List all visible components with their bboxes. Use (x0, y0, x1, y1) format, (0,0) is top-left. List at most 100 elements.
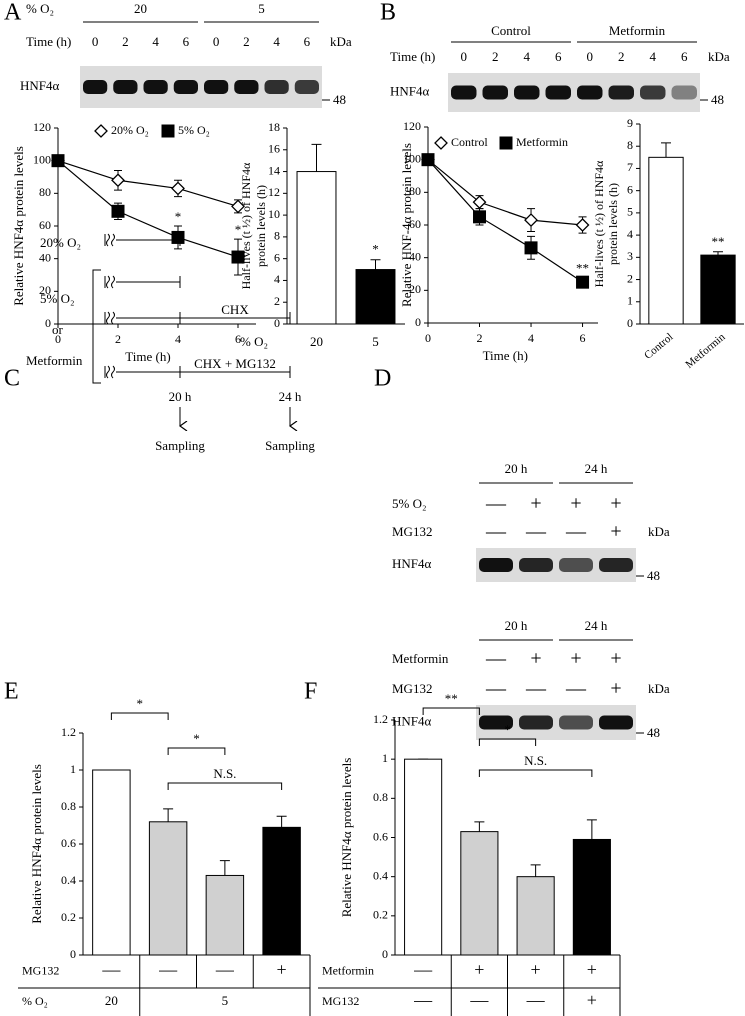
legend-marker (94, 124, 108, 138)
y-tick-label: 4 (627, 227, 633, 241)
bracket-label: * (504, 722, 511, 737)
x-tick-label: 0 (55, 332, 61, 346)
treatment-sign: + (610, 521, 621, 543)
y-tick-label: 100 (403, 151, 421, 165)
bar (296, 171, 337, 325)
x-tick-label: 6 (580, 331, 586, 345)
blot-band (479, 558, 513, 572)
y-axis-label: Relative HNF-4α protein levels (399, 143, 414, 307)
blot-band (264, 80, 289, 94)
lane-label: 0 (587, 49, 594, 64)
y-tick-label: 80 (409, 184, 421, 198)
blot-band (608, 85, 634, 100)
blot-band (640, 85, 666, 100)
y-tick-label: 8 (627, 138, 633, 152)
y-tick-label: 100 (33, 152, 51, 166)
lane-label: 4 (152, 34, 159, 49)
time-label: Time (h) (26, 34, 71, 49)
y-axis-label: Half-lives (t ½) of HNF4α (592, 160, 606, 287)
y-tick-label: 0.8 (373, 790, 388, 804)
x-tick-label: Metformin (683, 331, 728, 371)
panel-label: F (304, 679, 317, 705)
y-tick-label: 0.2 (373, 908, 388, 922)
protein-label: HNF4α (392, 556, 432, 571)
y-tick-label: 0 (45, 316, 51, 330)
row-label: % O₂ (22, 994, 48, 1008)
error-bar (370, 259, 381, 270)
cell-value: — (413, 990, 433, 1010)
lane-label: 0 (213, 34, 220, 49)
bracket (167, 747, 226, 755)
y-tick-label: 1.2 (373, 712, 388, 726)
y-tick-label: 6 (274, 250, 280, 264)
sampling-label: Sampling (155, 438, 205, 453)
marker-size: 48 (333, 92, 346, 107)
y-tick-label: 7 (627, 160, 633, 174)
y-tick-label: 14 (268, 163, 280, 177)
treatment-sign: — (485, 521, 507, 543)
condition-label: or (52, 322, 64, 337)
cell-value: — (526, 990, 546, 1010)
cell-value: 5 (222, 993, 229, 1008)
bar (460, 831, 499, 956)
data-point (473, 210, 487, 224)
y-axis-label: Relative HNF4α protein levels (11, 146, 26, 306)
group-label: Metformin (609, 23, 666, 38)
diagram: 20% O₂ 5% O₂ or Metformin CHX CHX + MG13… (26, 233, 315, 453)
y-tick-label: 1 (627, 294, 633, 308)
error-bar (311, 143, 322, 172)
lane-label: 0 (461, 49, 468, 64)
row-label: Metformin (392, 651, 449, 666)
group-label: 24 h (585, 618, 608, 633)
bar (262, 826, 301, 956)
group-label: 5 (258, 1, 265, 16)
time-label: 24 h (279, 389, 302, 404)
treatment-sign: + (530, 493, 541, 515)
blot-band (204, 80, 229, 94)
data-point (111, 173, 125, 188)
data-point (472, 195, 487, 210)
legend-label: 5% O₂ (178, 123, 210, 137)
cell-value: + (474, 960, 484, 980)
bar (92, 769, 131, 956)
treatment-sign: — (565, 521, 587, 543)
marker-size: 48 (647, 725, 660, 740)
lane-label: 6 (555, 49, 562, 64)
y-tick-label: 0 (415, 315, 421, 329)
cell-value: — (469, 990, 489, 1010)
y-tick-label: 2 (627, 271, 633, 285)
x-tick-label: 4 (175, 332, 181, 346)
data-point (231, 250, 245, 264)
bar (404, 758, 443, 956)
bar (572, 838, 611, 956)
treatment-sign: — (525, 521, 547, 543)
blot-band (113, 80, 138, 94)
group-label: Control (491, 23, 531, 38)
bracket (422, 707, 480, 715)
x-tick-label: 2 (477, 331, 483, 345)
y-tick-label: 0.6 (61, 836, 76, 850)
y-tick-label: 60 (409, 217, 421, 231)
lane-label: 0 (92, 34, 99, 49)
treatment-sign: + (610, 678, 621, 700)
bracket-label: ** (445, 691, 458, 706)
blot-band (294, 80, 319, 94)
treatment-sign: + (570, 648, 581, 670)
row-label: MG132 (392, 681, 432, 696)
legend-label: 20% O₂ (111, 123, 149, 137)
bar (205, 874, 245, 956)
bracket-label: N.S. (213, 766, 236, 781)
marker-size: 48 (647, 568, 660, 583)
bracket (110, 712, 169, 720)
legend-marker (161, 124, 175, 138)
lane-label: 2 (492, 49, 499, 64)
y-tick-label: 0 (627, 316, 633, 330)
time-label: 20 h (169, 389, 192, 404)
error-bar (713, 251, 723, 256)
bar (516, 876, 555, 956)
data-point (51, 154, 65, 168)
x-axis-label: % O₂ (240, 334, 268, 349)
error-bar (219, 860, 230, 876)
bar (700, 254, 736, 325)
